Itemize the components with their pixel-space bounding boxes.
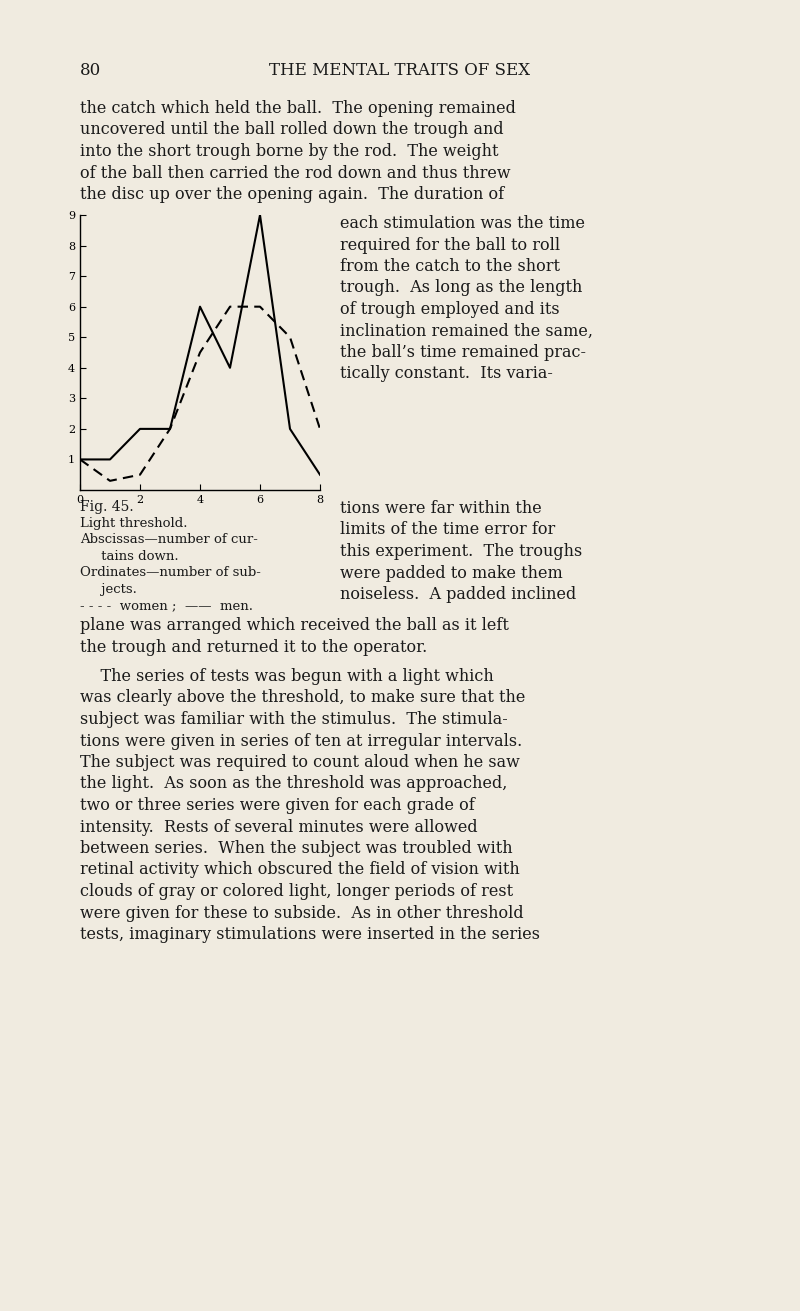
Text: jects.: jects.	[80, 582, 137, 595]
Text: tains down.: tains down.	[80, 549, 178, 562]
Text: required for the ball to roll: required for the ball to roll	[340, 236, 560, 253]
Text: noiseless.  A padded inclined: noiseless. A padded inclined	[340, 586, 576, 603]
Text: were given for these to subside.  As in other threshold: were given for these to subside. As in o…	[80, 905, 524, 922]
Text: from the catch to the short: from the catch to the short	[340, 258, 560, 275]
Text: was clearly above the threshold, to make sure that the: was clearly above the threshold, to make…	[80, 690, 526, 707]
Text: inclination remained the same,: inclination remained the same,	[340, 323, 593, 340]
Text: The series of tests was begun with a light which: The series of tests was begun with a lig…	[80, 669, 494, 686]
Text: into the short trough borne by the rod.  The weight: into the short trough borne by the rod. …	[80, 143, 498, 160]
Text: retinal activity which obscured the field of vision with: retinal activity which obscured the fiel…	[80, 861, 520, 878]
Text: intensity.  Rests of several minutes were allowed: intensity. Rests of several minutes were…	[80, 818, 478, 835]
Text: tions were far within the: tions were far within the	[340, 499, 542, 517]
Text: the ball’s time remained prac-: the ball’s time remained prac-	[340, 343, 586, 361]
Text: Fig. 45.: Fig. 45.	[80, 499, 134, 514]
Text: the catch which held the ball.  The opening remained: the catch which held the ball. The openi…	[80, 100, 516, 117]
Text: between series.  When the subject was troubled with: between series. When the subject was tro…	[80, 840, 513, 857]
Text: plane was arranged which received the ball as it left: plane was arranged which received the ba…	[80, 617, 509, 635]
Text: subject was familiar with the stimulus.  The stimula-: subject was familiar with the stimulus. …	[80, 711, 508, 728]
Text: Light threshold.: Light threshold.	[80, 517, 187, 530]
Text: each stimulation was the time: each stimulation was the time	[340, 215, 585, 232]
Text: the trough and returned it to the operator.: the trough and returned it to the operat…	[80, 638, 427, 656]
Text: Ordinates—number of sub-: Ordinates—number of sub-	[80, 566, 261, 579]
Text: trough.  As long as the length: trough. As long as the length	[340, 279, 582, 296]
Text: this experiment.  The troughs: this experiment. The troughs	[340, 543, 582, 560]
Text: clouds of gray or colored light, longer periods of rest: clouds of gray or colored light, longer …	[80, 884, 513, 899]
Text: two or three series were given for each grade of: two or three series were given for each …	[80, 797, 474, 814]
Text: the disc up over the opening again.  The duration of: the disc up over the opening again. The …	[80, 186, 504, 203]
Text: were padded to make them: were padded to make them	[340, 565, 562, 582]
Text: tions were given in series of ten at irregular intervals.: tions were given in series of ten at irr…	[80, 733, 522, 750]
Text: tically constant.  Its varia-: tically constant. Its varia-	[340, 366, 553, 383]
Text: tests, imaginary stimulations were inserted in the series: tests, imaginary stimulations were inser…	[80, 926, 540, 943]
Text: of trough employed and its: of trough employed and its	[340, 302, 560, 319]
Text: Abscissas—number of cur-: Abscissas—number of cur-	[80, 534, 258, 545]
Text: of the ball then carried the rod down and thus threw: of the ball then carried the rod down an…	[80, 164, 510, 181]
Text: limits of the time error for: limits of the time error for	[340, 522, 555, 539]
Text: the light.  As soon as the threshold was approached,: the light. As soon as the threshold was …	[80, 776, 507, 793]
Text: THE MENTAL TRAITS OF SEX: THE MENTAL TRAITS OF SEX	[270, 62, 530, 79]
Text: - - - -  women ;  ——  men.: - - - - women ; —— men.	[80, 599, 253, 612]
Text: uncovered until the ball rolled down the trough and: uncovered until the ball rolled down the…	[80, 122, 504, 139]
Text: 80: 80	[80, 62, 102, 79]
Text: The subject was required to count aloud when he saw: The subject was required to count aloud …	[80, 754, 520, 771]
